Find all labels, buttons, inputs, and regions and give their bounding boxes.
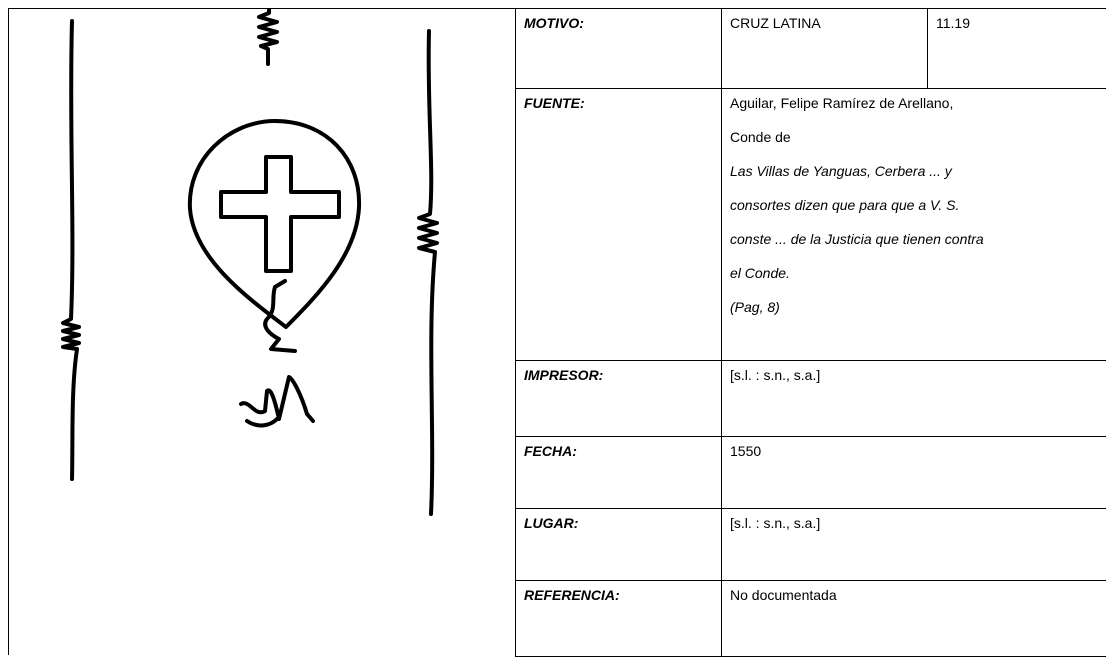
source-author-line: Aguilar, Felipe Ramírez de Arellano, (730, 95, 954, 111)
field-label: REFERENCIA: (515, 580, 722, 657)
source-title-line: consortes dizen que para que a V. S. (730, 197, 960, 213)
watermark-drawing (61, 9, 439, 516)
field-value: Aguilar, Felipe Ramírez de Arellano, Cond… (721, 88, 1106, 361)
field-value: [s.l. : s.n., s.a.] (721, 360, 1106, 437)
source-title-line: Las Villas de Yanguas, Cerbera ... y (730, 163, 952, 179)
source-title-line: el Conde. (730, 265, 790, 281)
field-label: IMPRESOR: (515, 360, 722, 437)
field-label: LUGAR: (515, 508, 722, 581)
source-title-line: (Pag, 8) (730, 299, 780, 315)
source-author-line: Conde de (730, 129, 791, 145)
record-code: 11.19 (927, 8, 1106, 89)
field-label: FECHA: (515, 436, 722, 509)
field-value: CRUZ LATINA (721, 8, 928, 89)
field-label: FUENTE: (515, 88, 722, 361)
field-value: No documentada (721, 580, 1106, 657)
field-value: 1550 (721, 436, 1106, 509)
field-label: MOTIVO: (515, 8, 722, 89)
field-value: [s.l. : s.n., s.a.] (721, 508, 1106, 581)
source-title-line: conste ... de la Justicia que tienen con… (730, 231, 984, 247)
